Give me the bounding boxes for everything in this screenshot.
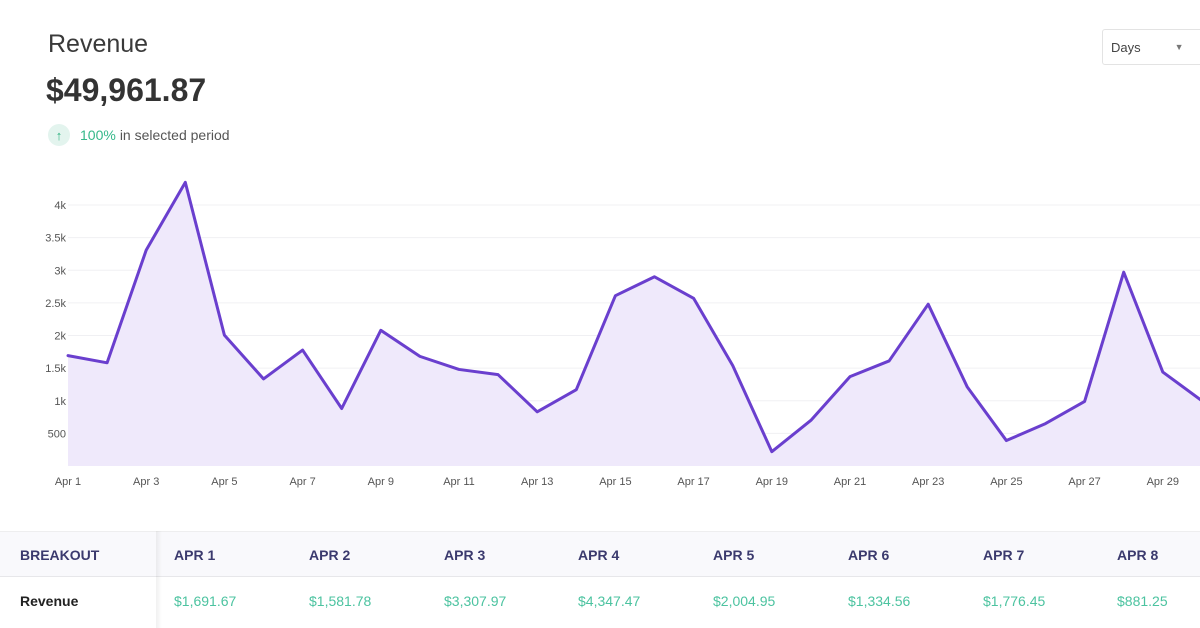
table-row: Revenue $1,691.67 $1,581.78 $3,307.97 $4… <box>0 577 1200 628</box>
period-select-value: Days <box>1111 39 1141 55</box>
table-cell: $1,776.45 <box>983 593 1046 609</box>
svg-text:Apr 21: Apr 21 <box>834 476 866 488</box>
row-label: Revenue <box>20 593 79 609</box>
y-tick-label: 500 <box>48 428 66 440</box>
x-tick-label: Apr 13 <box>521 476 553 488</box>
svg-text:Apr 27: Apr 27 <box>1068 476 1100 488</box>
x-tick-label: Apr 21 <box>834 476 866 488</box>
svg-text:Apr 19: Apr 19 <box>756 476 788 488</box>
svg-text:Apr 1: Apr 1 <box>55 476 81 488</box>
svg-text:4k: 4k <box>54 200 66 212</box>
x-tick-label: Apr 17 <box>677 476 709 488</box>
column-header[interactable]: APR 7 <box>983 547 1025 563</box>
column-header[interactable]: APR 8 <box>1117 547 1159 563</box>
column-header[interactable]: APR 4 <box>578 547 620 563</box>
breakout-table: BREAKOUT APR 1 APR 2 APR 3 APR 4 APR 5 A… <box>0 531 1200 628</box>
svg-text:3k: 3k <box>54 265 66 277</box>
svg-text:1k: 1k <box>54 396 66 408</box>
column-header[interactable]: APR 1 <box>174 547 216 563</box>
x-tick-label: Apr 19 <box>756 476 788 488</box>
svg-text:Apr 23: Apr 23 <box>912 476 944 488</box>
table-cell: $1,581.78 <box>309 593 372 609</box>
x-tick-label: Apr 15 <box>599 476 631 488</box>
x-tick-label: Apr 3 <box>133 476 159 488</box>
line-layer <box>66 180 1200 454</box>
x-tick-label: Apr 23 <box>912 476 944 488</box>
y-axis: 500 1k 1.5k 2k 2.5k 3k 3.5k 4k <box>45 200 66 440</box>
svg-text:2.5k: 2.5k <box>45 298 66 310</box>
table-cell: $3,307.97 <box>444 593 507 609</box>
change-percent: 100% <box>80 127 116 143</box>
y-tick-label: 1.5k <box>45 363 66 375</box>
area-layer <box>68 182 1200 466</box>
revenue-total: $49,961.87 <box>46 72 207 108</box>
svg-text:1.5k: 1.5k <box>45 363 66 375</box>
page-title: Revenue <box>48 30 149 58</box>
series-area <box>68 182 1200 466</box>
table-cell: $1,334.56 <box>848 593 911 609</box>
x-tick-label: Apr 11 <box>443 476 475 488</box>
column-header[interactable]: APR 5 <box>713 547 755 563</box>
svg-text:Apr 3: Apr 3 <box>133 476 159 488</box>
y-tick-label: 1k <box>54 396 66 408</box>
table-cell: $1,691.67 <box>174 593 237 609</box>
x-axis: Apr 1 Apr 3 Apr 5 Apr 7 Apr 9 Apr 11 Apr 13 Apr… <box>55 476 1179 488</box>
svg-text:500: 500 <box>48 428 66 440</box>
series-line <box>66 180 1200 454</box>
column-header[interactable]: APR 2 <box>309 547 351 563</box>
chevron-down-icon: ▼ <box>1174 42 1184 52</box>
y-tick-label: 4k <box>54 200 66 212</box>
x-tick-label: Apr 29 <box>1147 476 1179 488</box>
svg-text:Apr 5: Apr 5 <box>211 476 237 488</box>
svg-text:Apr 29: Apr 29 <box>1147 476 1179 488</box>
svg-text:3.5k: 3.5k <box>45 233 66 245</box>
y-tick-label: 3k <box>54 265 66 277</box>
svg-text:Apr 25: Apr 25 <box>990 476 1022 488</box>
svg-text:Apr 7: Apr 7 <box>289 476 315 488</box>
change-label: in selected period <box>119 127 230 143</box>
sticky-column-shadow <box>156 531 162 628</box>
y-tick-label: 3.5k <box>45 233 66 245</box>
svg-text:2k: 2k <box>54 331 66 343</box>
x-tick-label: Apr 25 <box>990 476 1022 488</box>
y-tick-label: 2.5k <box>45 298 66 310</box>
column-header[interactable]: APR 6 <box>848 547 890 563</box>
x-tick-label: Apr 27 <box>1068 476 1100 488</box>
breakout-header: BREAKOUT <box>20 547 100 563</box>
svg-text:Apr 15: Apr 15 <box>599 476 631 488</box>
x-tick-label: Apr 9 <box>368 476 394 488</box>
y-tick-label: 2k <box>54 331 66 343</box>
table-cell: $4,347.47 <box>578 593 641 609</box>
svg-text:Apr 13: Apr 13 <box>521 476 553 488</box>
period-change: ↑ 100% in selected period <box>48 124 230 146</box>
svg-text:Apr 11: Apr 11 <box>443 476 475 488</box>
svg-text:Apr 17: Apr 17 <box>677 476 709 488</box>
arrow-up-icon: ↑ <box>48 124 70 146</box>
table-cell: $2,004.95 <box>713 593 776 609</box>
column-header[interactable]: APR 3 <box>444 547 486 563</box>
period-select[interactable]: Days ▼ <box>1102 29 1200 65</box>
x-tick-label: Apr 5 <box>211 476 237 488</box>
table-header-row: BREAKOUT APR 1 APR 2 APR 3 APR 4 APR 5 A… <box>0 531 1200 577</box>
x-tick-label: Apr 7 <box>289 476 315 488</box>
table-cell: $881.25 <box>1117 593 1168 609</box>
svg-text:Apr 9: Apr 9 <box>368 476 394 488</box>
x-tick-label: Apr 1 <box>55 476 81 488</box>
